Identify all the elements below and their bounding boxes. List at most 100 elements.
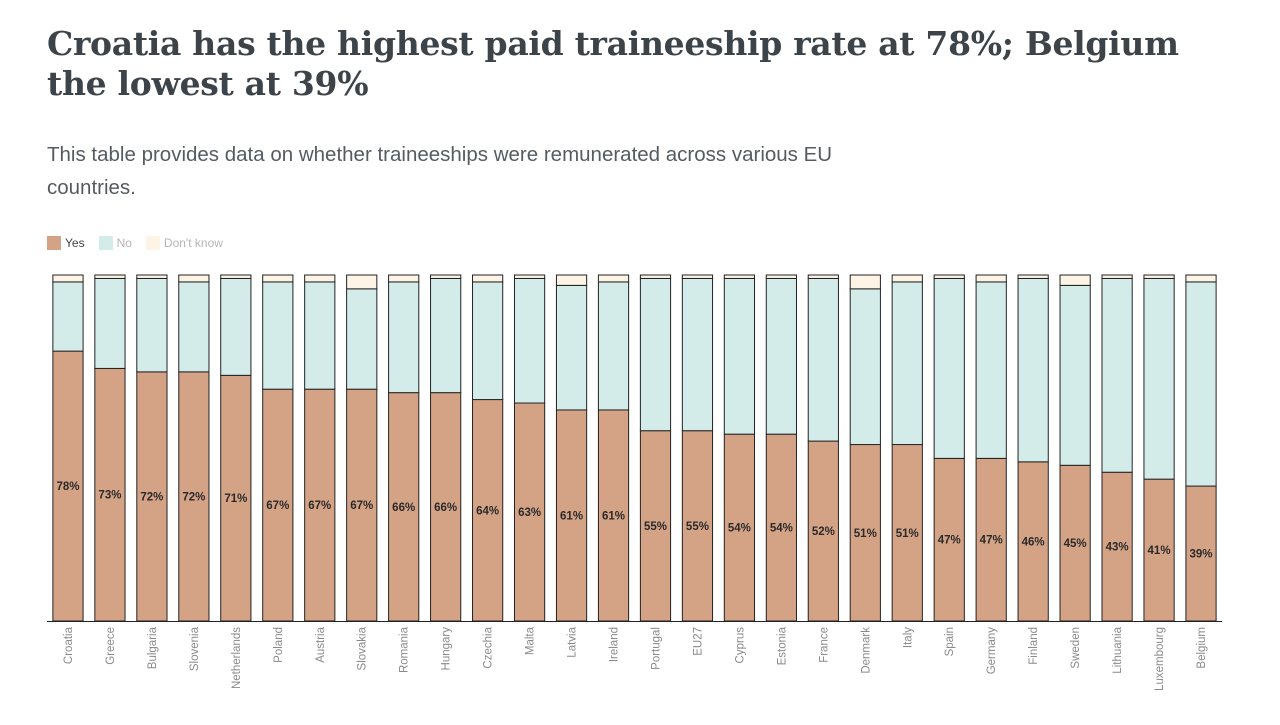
bar-austria-don-t-know[interactable] [304,274,336,283]
data-label-czechia: 64% [476,505,499,517]
bar-belgium-no[interactable] [1185,281,1217,487]
bar-romania-yes[interactable] [388,392,420,622]
bar-luxembourg-no[interactable] [1143,277,1175,480]
bar-belgium-don-t-know[interactable] [1185,274,1217,283]
bar-spain-don-t-know[interactable] [933,274,965,279]
bar-croatia-no[interactable] [52,281,84,352]
bar-austria-yes[interactable] [304,388,336,622]
bar-lithuania-no[interactable] [1101,277,1133,473]
bar-france-no[interactable] [807,277,839,442]
bar-ireland-no[interactable] [597,281,630,411]
bar-cyprus-don-t-know[interactable] [723,274,756,279]
bar-lithuania-don-t-know[interactable] [1101,274,1133,279]
bar-romania-don-t-know[interactable] [388,274,420,283]
bar-malta-don-t-know[interactable] [513,274,546,279]
bar-france-yes[interactable] [807,440,839,622]
x-tick-label-romania: Romania [399,626,411,673]
data-label-hungary: 66% [434,502,457,514]
x-tick-label-portugal: Portugal [650,627,662,670]
bar-luxembourg-yes[interactable] [1143,478,1175,622]
bar-spain-no[interactable] [933,277,965,459]
x-tick-label-ireland: Ireland [609,627,621,662]
legend-item-no[interactable]: No [98,236,132,250]
bar-germany-yes[interactable] [975,457,1007,622]
bar-italy-no[interactable] [891,281,923,446]
bar-denmark-no[interactable] [849,288,881,446]
bar-czechia-don-t-know[interactable] [472,274,504,283]
bar-greece-don-t-know[interactable] [94,274,126,279]
x-tick-label-sweden: Sweden [1070,627,1082,669]
legend-label-dont-know: Don't know [163,236,223,250]
x-tick-label-lithuania: Lithuania [1112,626,1124,673]
bar-bulgaria-don-t-know[interactable] [136,274,168,279]
bar-hungary-no[interactable] [430,277,462,394]
data-label-eu27: 55% [686,521,709,533]
bar-slovenia-don-t-know[interactable] [178,274,210,283]
bar-austria-no[interactable] [304,281,336,390]
bar-estonia-yes[interactable] [765,433,797,622]
legend-item-yes[interactable]: Yes [47,236,85,250]
bar-italy-don-t-know[interactable] [891,274,923,283]
bar-czechia-yes[interactable] [472,399,504,622]
bar-cyprus-yes[interactable] [723,433,756,622]
bar-finland-don-t-know[interactable] [1017,274,1049,279]
bar-portugal-don-t-know[interactable] [639,274,672,279]
bar-estonia-don-t-know[interactable] [765,274,797,279]
bar-netherlands-no[interactable] [220,277,252,376]
data-label-france: 52% [812,526,835,538]
bar-hungary-yes[interactable] [430,392,462,622]
x-tick-label-italy: Italy [902,627,914,648]
bar-spain-yes[interactable] [933,457,965,622]
bar-hungary-don-t-know[interactable] [430,274,462,279]
bar-croatia-yes[interactable] [52,350,84,622]
bar-denmark-yes[interactable] [849,444,881,622]
bar-bulgaria-yes[interactable] [136,371,168,622]
bar-luxembourg-don-t-know[interactable] [1143,274,1175,279]
data-label-poland: 67% [266,500,289,512]
bar-malta-yes[interactable] [513,402,546,622]
bar-greece-no[interactable] [94,277,126,369]
bar-germany-don-t-know[interactable] [975,274,1007,283]
bar-slovenia-no[interactable] [178,281,210,373]
data-label-portugal: 55% [644,521,667,533]
bar-sweden-yes[interactable] [1059,464,1091,622]
bar-slovakia-no[interactable] [346,288,378,390]
x-tick-label-greece: Greece [105,627,117,665]
bar-eu27-no[interactable] [681,277,714,432]
bar-latvia-don-t-know[interactable] [555,274,588,286]
bar-cyprus-no[interactable] [723,277,756,435]
bar-poland-don-t-know[interactable] [262,274,294,283]
bar-sweden-no[interactable] [1059,284,1091,466]
bar-romania-no[interactable] [388,281,420,394]
chart-title: Croatia has the highest paid traineeship… [47,24,1179,103]
bar-italy-yes[interactable] [891,444,923,622]
x-tick-label-denmark: Denmark [860,627,872,674]
bar-finland-no[interactable] [1017,277,1049,463]
bar-portugal-no[interactable] [639,277,672,432]
bar-latvia-no[interactable] [555,284,588,411]
bar-malta-no[interactable] [513,277,546,404]
bar-eu27-yes[interactable] [681,430,714,622]
bar-france-don-t-know[interactable] [807,274,839,279]
bar-czechia-no[interactable] [472,281,504,401]
data-label-italy: 51% [896,528,919,540]
bar-ireland-yes[interactable] [597,409,630,622]
bar-greece-yes[interactable] [94,367,126,622]
bar-denmark-don-t-know[interactable] [849,274,881,290]
legend-item-dont-know[interactable]: Don't know [145,236,223,250]
bar-netherlands-don-t-know[interactable] [220,274,252,279]
data-label-croatia: 78% [56,481,79,493]
bar-bulgaria-no[interactable] [136,277,168,373]
data-label-slovenia: 72% [182,491,205,503]
bar-slovakia-don-t-know[interactable] [346,274,378,290]
bar-croatia-don-t-know[interactable] [52,274,84,283]
bar-poland-no[interactable] [262,281,294,390]
bar-ireland-don-t-know[interactable] [597,274,630,283]
bar-sweden-don-t-know[interactable] [1059,274,1091,286]
bar-latvia-yes[interactable] [555,409,588,622]
bar-eu27-don-t-know[interactable] [681,274,714,279]
bar-germany-no[interactable] [975,281,1007,459]
bar-estonia-no[interactable] [765,277,797,435]
bar-slovakia-yes[interactable] [346,388,378,622]
